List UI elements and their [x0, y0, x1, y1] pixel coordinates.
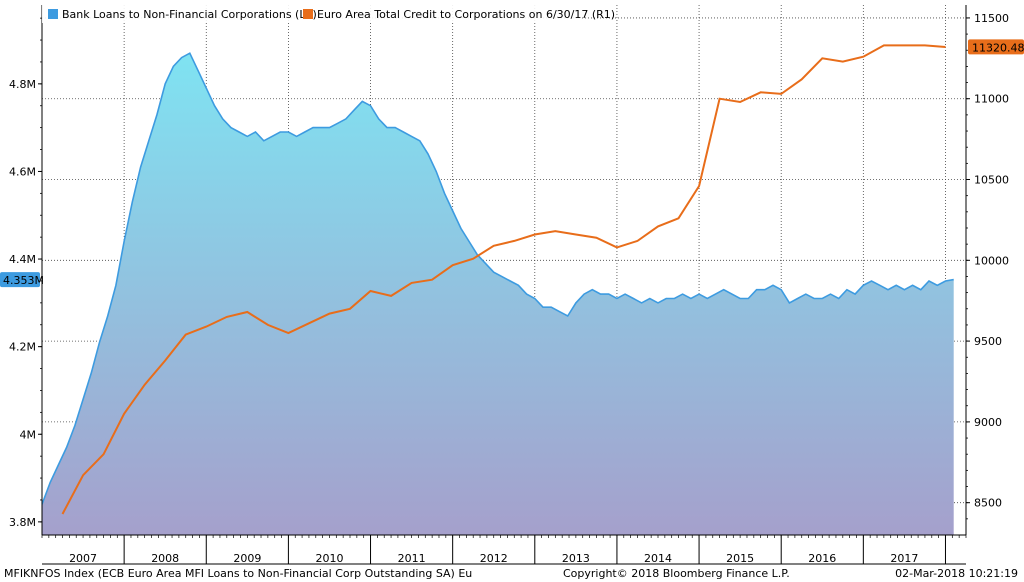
- bank-loans-line: [42, 52, 954, 505]
- legend: Bank Loans to Non-Financial Corporations…: [42, 5, 615, 23]
- x-tick-label: 2007: [69, 552, 97, 565]
- legend-label: Bank Loans to Non-Financial Corporations…: [62, 8, 317, 21]
- x-tick-label: 2012: [480, 552, 508, 565]
- footer-ticker: MFIKNFOS Index (ECB Euro Area MFI Loans …: [4, 567, 473, 580]
- left-axis: 3.8M 4M 4.2M 4.4M 4.6M 4.8M: [9, 5, 43, 535]
- right-tick-label: 9000: [974, 416, 1002, 429]
- left-tick-label: 4M: [20, 428, 37, 441]
- legend-swatch: [48, 9, 58, 19]
- left-last-value: 4.353M: [3, 274, 44, 287]
- right-tick-label: 9500: [974, 335, 1002, 348]
- x-tick-label: 2011: [398, 552, 426, 565]
- x-axis: 2007 2008 2009 2010 2011 2012 2013 2014 2015 2016…: [41, 534, 967, 565]
- left-tick-label: 4.2M: [9, 341, 36, 354]
- left-tick-label: 4.8M: [9, 78, 36, 91]
- footer-timestamp: 02-Mar-2018 10:21:19: [895, 567, 1018, 580]
- x-tick-label: 2015: [726, 552, 754, 565]
- bank-loans-area: [42, 53, 954, 535]
- right-tick-label: 10500: [974, 174, 1009, 187]
- left-tick-label: 3.8M: [9, 516, 36, 529]
- x-tick-label: 2010: [315, 552, 343, 565]
- legend-label: Euro Area Total Credit to Corporations o…: [317, 8, 615, 21]
- left-tick-label: 4.6M: [9, 165, 36, 178]
- left-tick-label: 4.4M: [9, 253, 36, 266]
- x-tick-label: 2013: [562, 552, 590, 565]
- right-tick-label: 8500: [974, 497, 1002, 510]
- x-tick-label: 2008: [151, 552, 179, 565]
- x-tick-label: 2014: [644, 552, 672, 565]
- legend-swatch: [303, 9, 313, 19]
- chart: 3.8M 4M 4.2M 4.4M 4.6M 4.8M 8500 9000 9500 10000…: [0, 5, 1024, 565]
- right-tick-label: 10000: [974, 254, 1009, 267]
- x-tick-label: 2009: [233, 552, 261, 565]
- x-tick-label: 2017: [890, 552, 918, 565]
- right-axis: 8500 9000 9500 10000 10500 11000 11500: [965, 5, 1009, 535]
- right-tick-label: 11000: [974, 93, 1009, 106]
- footer-copyright: Copyright© 2018 Bloomberg Finance L.P.: [563, 567, 790, 580]
- right-last-value: 11320.481: [972, 41, 1024, 54]
- right-tick-label: 11500: [974, 12, 1009, 25]
- total-credit-line: [61, 44, 946, 515]
- left-last-value-badge: 4.353M: [0, 272, 44, 288]
- x-tick-label: 2016: [808, 552, 836, 565]
- right-last-value-badge: 11320.481: [968, 39, 1024, 55]
